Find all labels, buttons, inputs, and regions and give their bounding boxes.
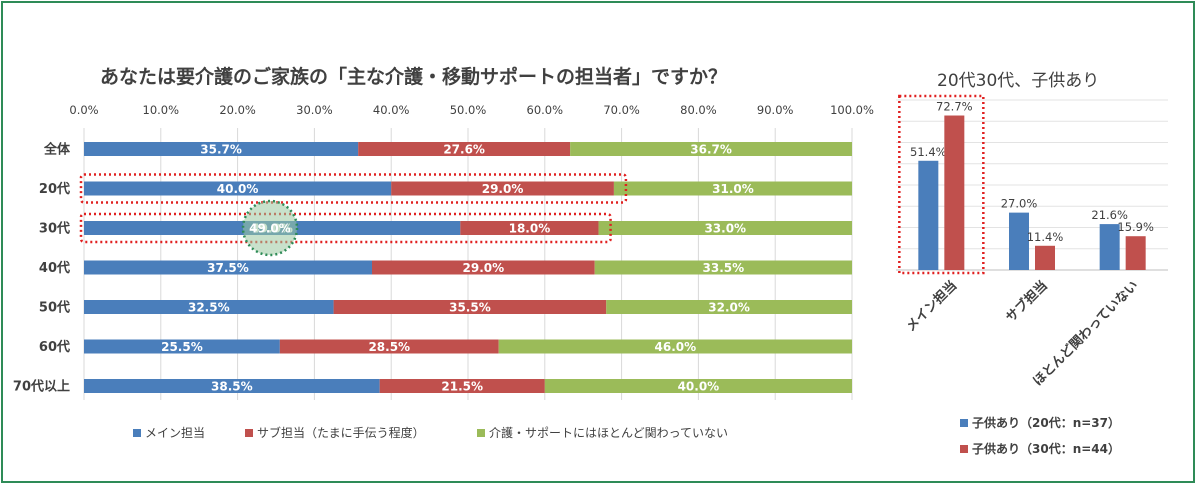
bar-segment <box>84 181 392 196</box>
legend-swatch-none <box>477 428 485 437</box>
data-label: 15.9% <box>1117 220 1154 234</box>
bar <box>1099 224 1120 270</box>
x-tick-label: 20.0% <box>219 103 256 117</box>
x-tick-label: 70.0% <box>603 103 640 117</box>
legend-swatch-30s <box>960 444 968 453</box>
legend-swatch-main <box>133 428 141 437</box>
legend-item-20s: 子供あり（20代：n=37） <box>960 414 1120 431</box>
legend-item-main: メイン担当 <box>133 424 205 441</box>
bar-segment <box>279 339 499 354</box>
left-chart-title: あなたは要介護のご家族の「主な介護・移動サポートの担当者」ですか？ <box>100 66 728 88</box>
legend-label-sub: サブ担当（たまに手伝う程度） <box>257 426 425 440</box>
highlight-box <box>898 94 985 275</box>
x-tick-label: 60.0% <box>527 103 564 117</box>
x-tick-label: 30.0% <box>296 103 333 117</box>
bar-segment <box>460 221 599 235</box>
data-label: 51.4% <box>910 145 947 159</box>
data-label: 28.5% <box>368 340 410 354</box>
bar-segment <box>613 181 852 196</box>
x-tick-label: 50.0% <box>450 103 487 117</box>
data-label: 32.5% <box>188 301 230 315</box>
bar-segment <box>570 142 852 156</box>
legend-label-30s: 子供あり（30代：n=44） <box>972 442 1120 456</box>
legend-label-none: 介護・サポートにはほとんど関わっていない <box>489 426 729 440</box>
data-label: 25.5% <box>161 340 203 354</box>
right-chart-title: 20代30代、子供あり <box>937 71 1100 91</box>
category-label: 70代以上 <box>13 379 70 395</box>
category-label: 40代 <box>39 260 70 276</box>
bar-segment <box>333 300 607 314</box>
bar-segment <box>544 379 852 393</box>
bar <box>1125 236 1146 270</box>
category-label: メイン担当 <box>903 278 960 335</box>
data-label: 33.0% <box>704 222 746 236</box>
bar-segment <box>391 181 614 196</box>
bar-segment <box>84 142 359 156</box>
data-label: 33.5% <box>703 261 745 275</box>
bar <box>944 115 965 270</box>
highlight-label: 49.0% <box>249 222 291 236</box>
category-label: 20代 <box>39 181 70 197</box>
bar-segment <box>84 379 380 393</box>
bar-segment <box>594 260 852 275</box>
bar-segment <box>598 221 852 235</box>
data-label: 31.0% <box>712 182 754 196</box>
data-label: 36.7% <box>690 143 732 157</box>
bar-segment <box>372 260 595 275</box>
category-label: サブ担当 <box>1003 278 1051 326</box>
x-tick-label: 80.0% <box>680 103 717 117</box>
legend-swatch-20s <box>960 418 968 427</box>
x-tick-label: 90.0% <box>757 103 794 117</box>
data-label: 37.5% <box>207 261 249 275</box>
bar-segment <box>379 379 545 393</box>
legend-label-main: メイン担当 <box>145 426 206 440</box>
data-label: 27.6% <box>443 143 485 157</box>
category-label: 30代 <box>39 221 70 237</box>
bar-segment <box>498 339 852 354</box>
data-label: 40.0% <box>678 380 720 394</box>
x-tick-label: 40.0% <box>373 103 410 117</box>
x-tick-label: 100.0% <box>830 103 874 117</box>
data-label: 38.5% <box>211 380 253 394</box>
data-label: 29.0% <box>482 182 524 196</box>
bar-segment <box>84 260 372 275</box>
data-label: 46.0% <box>655 340 697 354</box>
category-label: 60代 <box>39 339 70 355</box>
data-label: 29.0% <box>463 261 505 275</box>
x-tick-label: 0.0% <box>69 103 98 117</box>
data-label: 11.4% <box>1027 230 1064 244</box>
bar-segment <box>358 142 571 156</box>
legend-item-30s: 子供あり（30代：n=44） <box>960 440 1120 457</box>
category-label: 全体 <box>43 142 71 158</box>
bar <box>918 160 939 270</box>
data-label: 18.0% <box>509 222 551 236</box>
bar <box>1009 212 1029 270</box>
bar-segment <box>84 300 334 314</box>
highlight-box <box>79 212 612 244</box>
category-label: 50代 <box>39 300 70 316</box>
data-label: 72.7% <box>936 100 973 114</box>
legend-item-sub: サブ担当（たまに手伝う程度） <box>245 424 425 441</box>
category-label: ほとんど関わっていない <box>1031 278 1142 389</box>
legend-item-none: 介護・サポートにはほとんど関わっていない <box>477 424 728 441</box>
data-label: 21.5% <box>441 380 483 394</box>
data-label: 40.0% <box>217 182 259 196</box>
bar-segment <box>606 300 852 314</box>
data-label: 21.6% <box>1091 208 1128 222</box>
x-tick-label: 10.0% <box>143 103 180 117</box>
data-label: 27.0% <box>1001 197 1038 211</box>
legend-swatch-sub <box>245 428 253 437</box>
legend-label-20s: 子供あり（20代：n=37） <box>972 416 1120 430</box>
data-label: 32.0% <box>708 301 750 315</box>
data-label: 35.7% <box>200 143 242 157</box>
data-label: 35.5% <box>449 301 491 315</box>
highlight-circle <box>241 199 299 257</box>
bar-segment <box>84 339 280 354</box>
bar <box>1035 245 1055 270</box>
